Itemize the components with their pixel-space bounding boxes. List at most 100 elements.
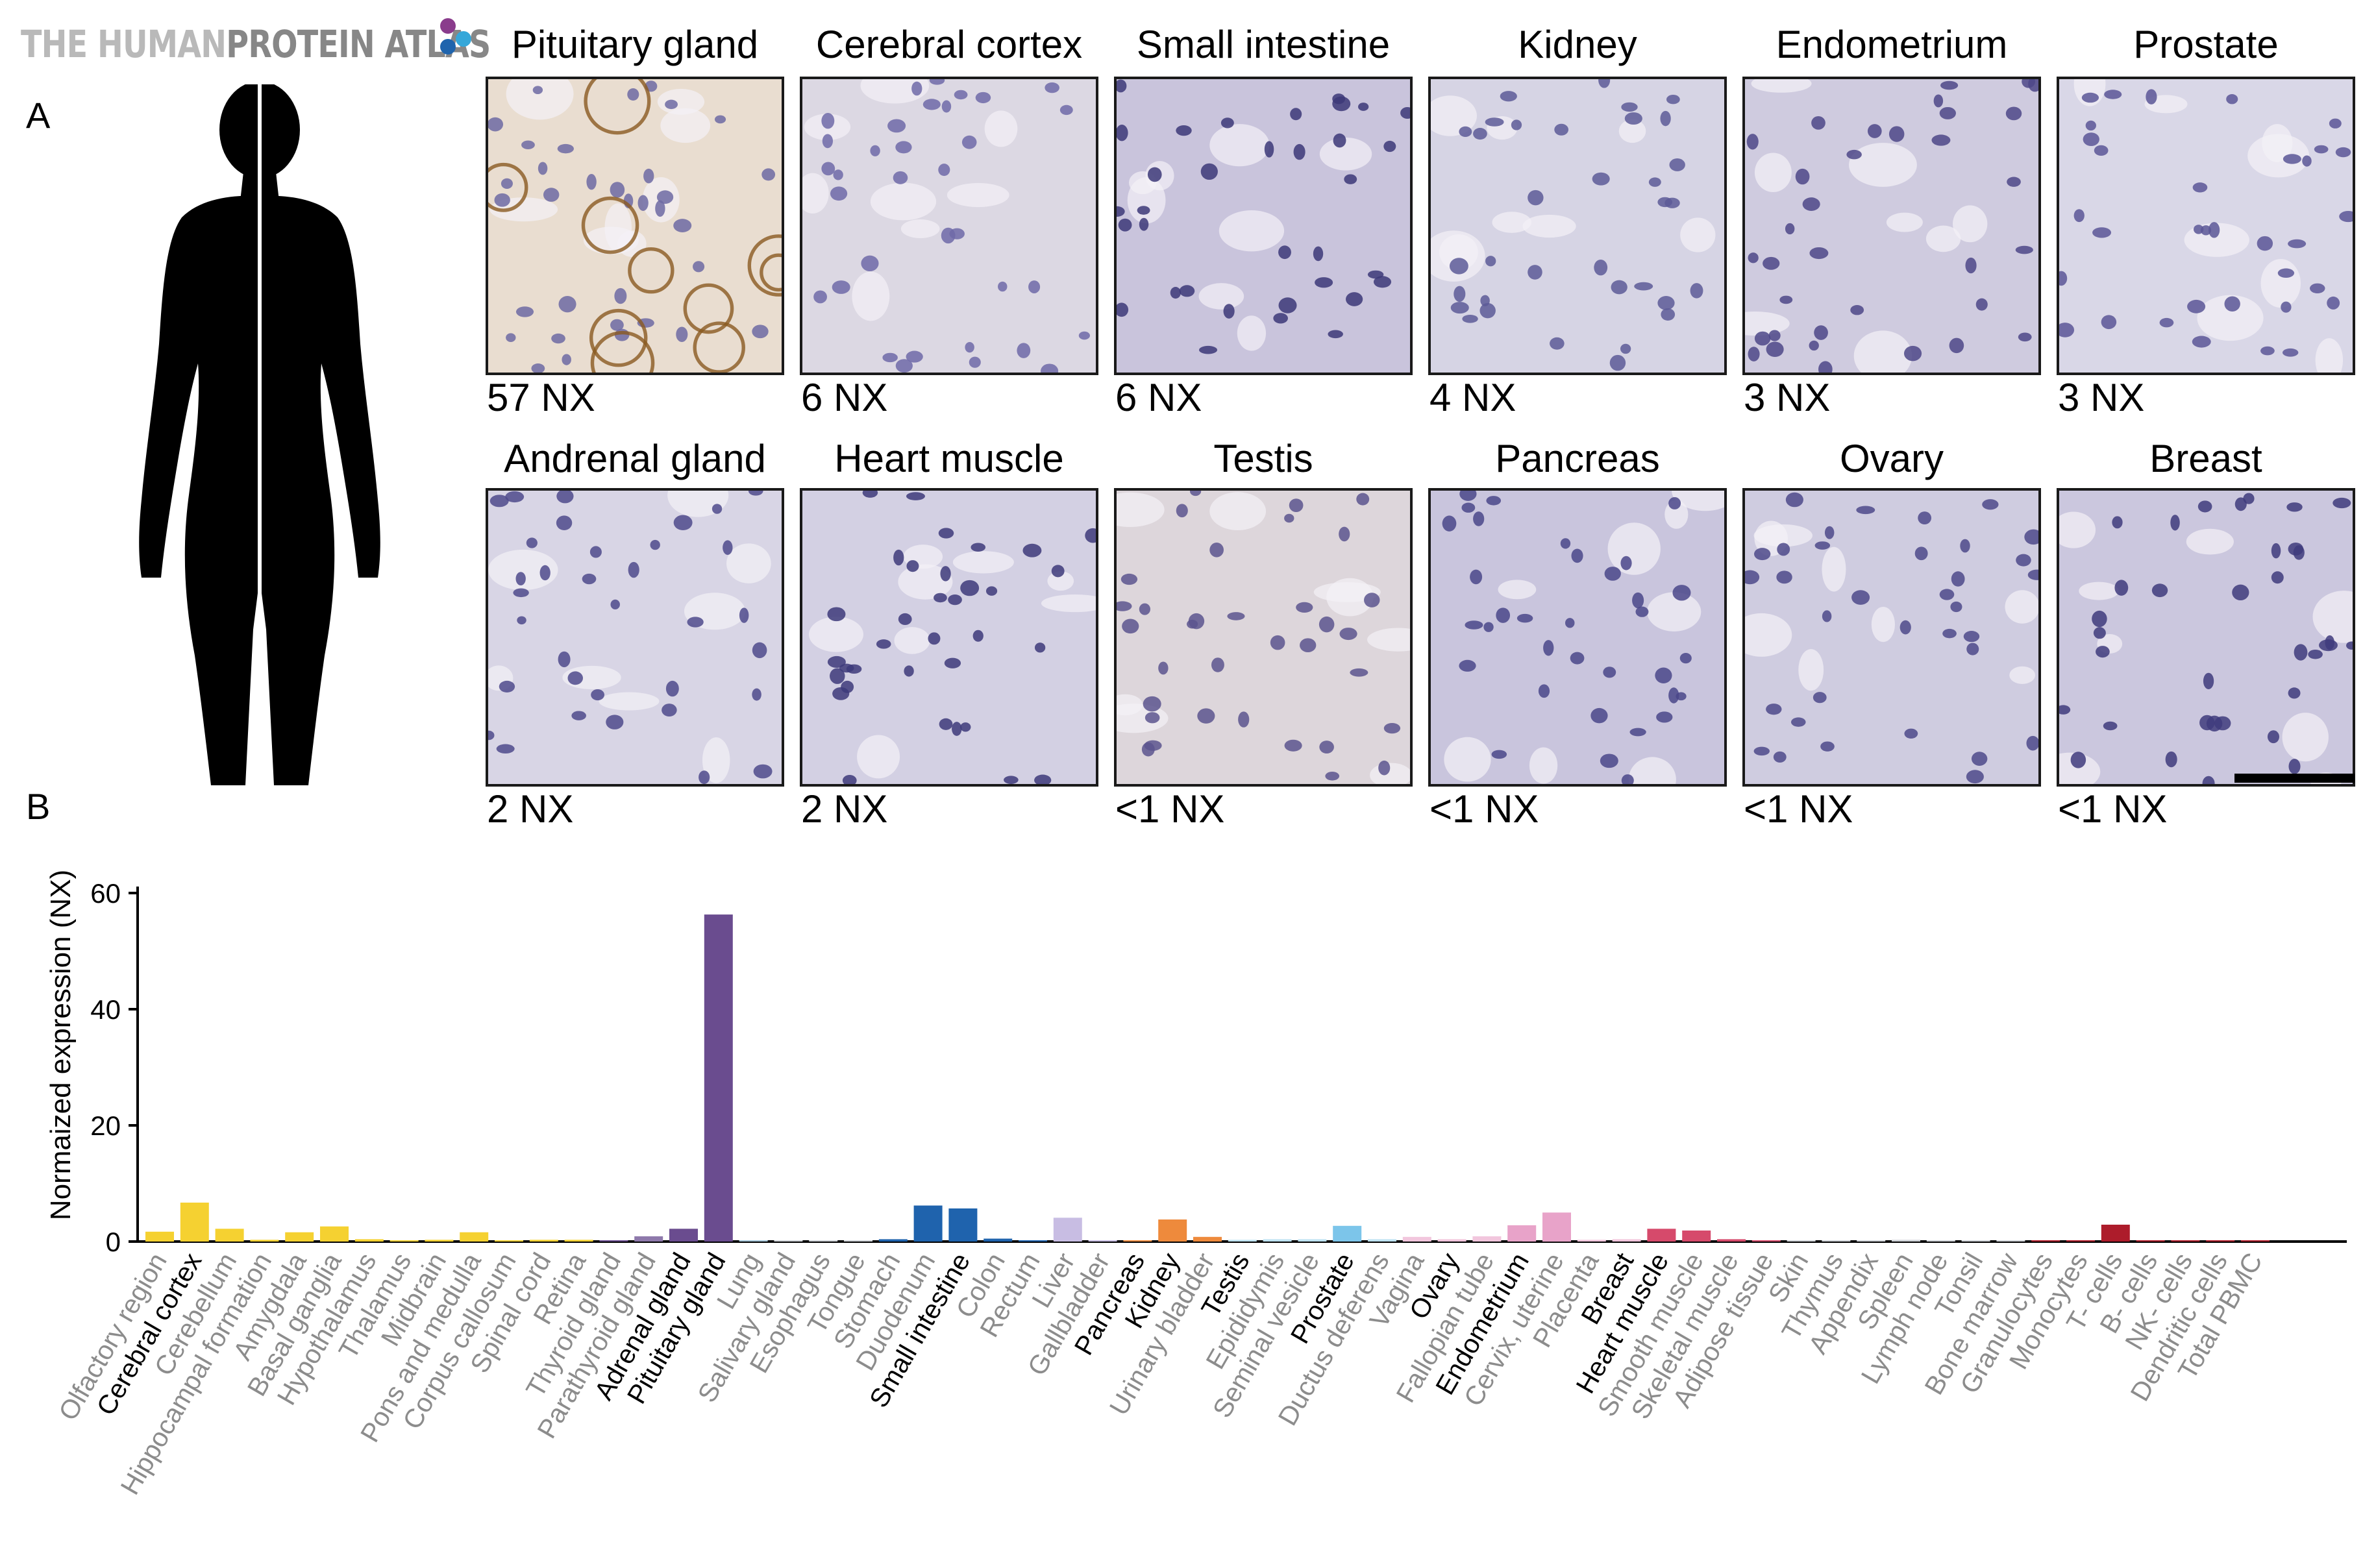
bar: [2136, 1240, 2165, 1242]
tissue-title: Pituitary gland: [511, 23, 759, 66]
logo-dots-icon: [440, 18, 471, 55]
y-tick-label: 0: [106, 1227, 121, 1257]
bar: [913, 1205, 943, 1242]
tissue-image: [486, 488, 784, 787]
bar: [1647, 1229, 1676, 1242]
bar: [320, 1226, 349, 1242]
tissue-title: Endometrium: [1776, 23, 2008, 66]
bar: [1996, 1240, 2025, 1242]
bar: [739, 1240, 768, 1242]
bar: [1472, 1236, 1502, 1242]
y-axis-title: Normaized expression (NX): [45, 870, 77, 1220]
bar: [1822, 1240, 1851, 1242]
bar: [460, 1232, 489, 1242]
tissue-image: [1428, 77, 1727, 375]
tissue-image: [486, 77, 784, 375]
tissue-nx-value: <1 NX: [2058, 787, 2168, 831]
hpa-logo: THE HUMAN PROTEIN ATLAS: [21, 18, 491, 70]
bar: [1402, 1236, 1431, 1242]
bar: [1717, 1239, 1746, 1242]
bar: [215, 1229, 244, 1242]
scale-bar: [2234, 774, 2355, 783]
bar: [2241, 1240, 2270, 1242]
bar: [774, 1240, 803, 1242]
bar: [1053, 1218, 1082, 1242]
tissue-title: Kidney: [1518, 23, 1637, 66]
bar: [1158, 1219, 1187, 1242]
bar: [878, 1239, 908, 1242]
human-silhouette-icon: [139, 84, 380, 792]
bar: [1193, 1236, 1222, 1242]
tissue-nx-value: 6 NX: [801, 376, 888, 419]
tissue-nx-value: 3 NX: [1744, 376, 1831, 419]
bar: [1892, 1240, 1920, 1242]
tissue-title: Prostate: [2133, 23, 2279, 66]
tissue-title: Andrenal gland: [504, 437, 766, 480]
panel-label-b: B: [26, 786, 51, 827]
bar: [285, 1232, 314, 1242]
bar: [704, 914, 733, 1242]
bar: [1333, 1225, 1362, 1242]
tissue-image: [1742, 77, 2041, 375]
bar: [1787, 1240, 1816, 1242]
tissue-nx-value: 3 NX: [2058, 376, 2145, 419]
bar: [809, 1240, 838, 1242]
tissue-nx-value: <1 NX: [1115, 787, 1225, 831]
bar: [844, 1240, 872, 1242]
bar: [1612, 1239, 1641, 1242]
bar: [1507, 1225, 1537, 1242]
tissue-image: [1114, 488, 1413, 787]
bar: [2101, 1225, 2130, 1242]
bar: [425, 1240, 454, 1242]
tissue-nx-value: 57 NX: [487, 376, 595, 419]
bar: [1542, 1212, 1571, 1242]
panel-label-a: A: [26, 95, 51, 136]
bar: [250, 1240, 279, 1242]
bar: [145, 1231, 174, 1242]
tissue-title: Small intestine: [1136, 23, 1391, 66]
tissue-image: [2057, 77, 2355, 375]
tissue-nx-value: 2 NX: [487, 787, 574, 831]
tissue-image: [2057, 488, 2355, 787]
bar: [1123, 1240, 1152, 1242]
tissue-title: Testis: [1213, 437, 1313, 480]
bar: [634, 1236, 663, 1242]
tissue-title: Breast: [2149, 437, 2262, 480]
bar: [564, 1240, 593, 1242]
bar: [1926, 1240, 1955, 1242]
bar: [2206, 1240, 2235, 1242]
tissue-title: Heart muscle: [834, 437, 1064, 480]
bar: [1751, 1240, 1781, 1242]
tissue-nx-value: 2 NX: [801, 787, 888, 831]
tissue-image: [1742, 488, 2041, 787]
bar: [1577, 1240, 1606, 1242]
bar: [1088, 1240, 1117, 1242]
bar: [354, 1239, 384, 1242]
bar: [529, 1240, 558, 1242]
bar: [984, 1238, 1013, 1242]
bar: [1857, 1240, 1886, 1242]
bar: [1228, 1240, 1257, 1242]
tissue-image: [800, 77, 1098, 375]
tissue-image: [800, 488, 1098, 787]
bar: [948, 1208, 978, 1242]
bar: [1437, 1239, 1466, 1242]
tissue-nx-value: 6 NX: [1115, 376, 1202, 419]
bar: [1961, 1240, 1990, 1242]
tissue-image: [1428, 488, 1727, 787]
bar: [1298, 1239, 1327, 1242]
tissue-nx-value: 4 NX: [1429, 376, 1516, 419]
bar: [1368, 1239, 1396, 1242]
bar: [1682, 1231, 1711, 1242]
bar: [599, 1240, 628, 1242]
bar: [2066, 1240, 2095, 1242]
bar: [495, 1240, 523, 1242]
bar: [390, 1240, 419, 1242]
bar: [2031, 1240, 2060, 1242]
tissue-nx-value: <1 NX: [1744, 787, 1853, 831]
bar: [1263, 1239, 1292, 1242]
tissue-image: [1114, 77, 1413, 375]
logo-text-part1: THE HUMAN: [21, 22, 227, 66]
bar: [1019, 1240, 1047, 1242]
